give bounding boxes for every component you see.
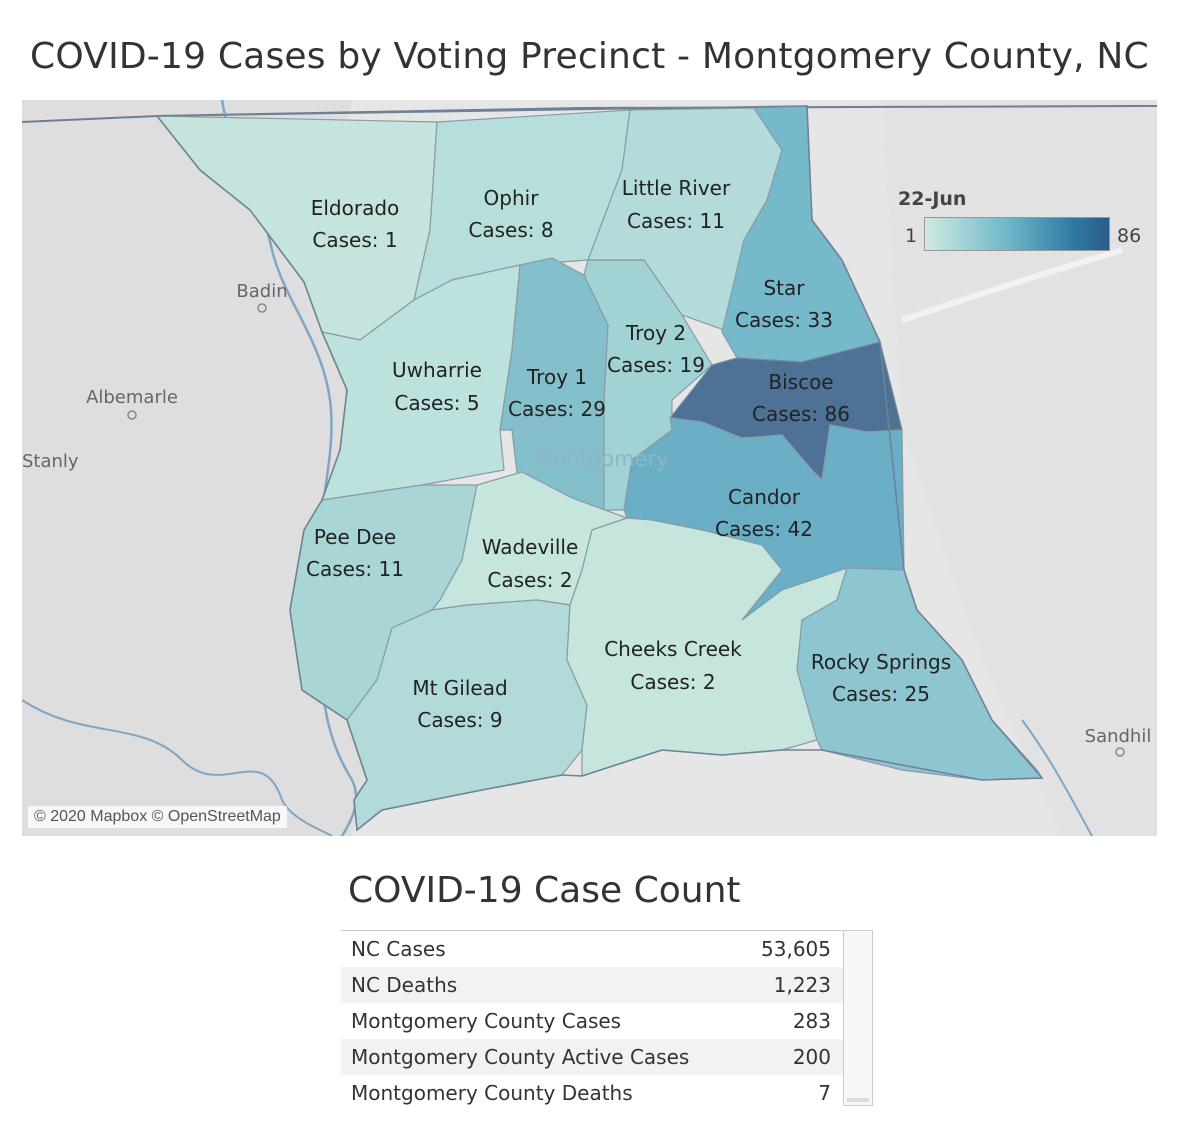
- table-row: Montgomery County Cases 283: [341, 1003, 843, 1039]
- legend-min: 1: [905, 225, 918, 247]
- precinct-name: Candor: [728, 485, 801, 509]
- precinct-name: Rocky Springs: [811, 650, 951, 674]
- city-label: Albemarle: [86, 387, 178, 408]
- precinct-name: Troy 1: [526, 365, 587, 389]
- precinct-cases: Cases: 5: [394, 391, 479, 415]
- city-label: Sandhil: [1085, 726, 1152, 747]
- precinct-name: Troy 2: [625, 321, 686, 345]
- city-label-stanly: Stanly: [22, 451, 79, 472]
- precinct-cases: Cases: 8: [468, 218, 553, 242]
- legend-title: 22-Jun: [898, 188, 967, 210]
- basemap-road: [901, 247, 1123, 323]
- legend-color-ramp: [924, 217, 1110, 251]
- city-label: Badin: [236, 281, 287, 302]
- precinct-cases: Cases: 1: [312, 228, 397, 252]
- label-eldorado: Eldorado Cases: 1: [311, 196, 400, 252]
- precinct-name: Wadeville: [482, 535, 579, 559]
- precinct-name: Uwharrie: [392, 358, 482, 382]
- row-label: Montgomery County Cases: [351, 1009, 622, 1033]
- label-uwharrie: Uwharrie Cases: 5: [392, 358, 482, 415]
- label-rocky-springs: Rocky Springs Cases: 25: [811, 650, 951, 706]
- table-scrollbar[interactable]: [843, 930, 873, 1106]
- precinct-name: Mt Gilead: [412, 676, 507, 700]
- precinct-cases: Cases: 29: [508, 397, 606, 421]
- city-marker-icon: [127, 410, 137, 420]
- scrollbar-thumb[interactable]: [847, 1098, 869, 1102]
- precinct-name: Star: [763, 276, 805, 300]
- row-value: 200: [792, 1045, 831, 1069]
- label-pee-dee: Pee Dee Cases: 11: [306, 525, 404, 581]
- county-label: Montgomery: [535, 447, 668, 471]
- city-marker-icon: [1115, 747, 1125, 757]
- label-cheeks-creek: Cheeks Creek Cases: 2: [604, 637, 742, 694]
- label-ophir: Ophir Cases: 8: [468, 186, 553, 242]
- precinct-cases: Cases: 86: [752, 402, 850, 426]
- label-wadeville: Wadeville Cases: 2: [482, 535, 579, 592]
- label-star: Star Cases: 33: [735, 276, 833, 332]
- river-rocky: [22, 699, 333, 836]
- label-mt-gilead: Mt Gilead Cases: 9: [412, 676, 507, 732]
- label-little-river: Little River Cases: 11: [622, 176, 731, 233]
- precinct-cases: Cases: 25: [832, 682, 930, 706]
- row-value: 53,605: [761, 937, 831, 961]
- precinct-cases: Cases: 33: [735, 308, 833, 332]
- precinct-map[interactable]: Montgomery Badin Albemarle Stanly Sandhi…: [22, 100, 1157, 836]
- precinct-name: Eldorado: [311, 196, 400, 220]
- label-candor: Candor Cases: 42: [715, 485, 813, 541]
- case-count-table[interactable]: NC Cases 53,605 NC Deaths 1,223 Montgome…: [341, 930, 843, 1107]
- row-label: Montgomery County Active Cases: [351, 1045, 690, 1069]
- label-biscoe: Biscoe Cases: 86: [752, 370, 850, 426]
- row-label: NC Deaths: [351, 973, 458, 997]
- row-value: 283: [792, 1009, 831, 1033]
- case-count-title: COVID-19 Case Count: [348, 870, 741, 911]
- map-svg[interactable]: Montgomery Badin Albemarle Stanly Sandhi…: [22, 100, 1157, 836]
- precinct-name: Little River: [622, 176, 731, 200]
- page-title: COVID-19 Cases by Voting Precinct - Mont…: [30, 36, 1149, 77]
- basemap-terrain-east: [882, 100, 1157, 836]
- precinct-cases: Cases: 9: [417, 708, 502, 732]
- city-badin: Badin: [236, 281, 288, 313]
- precinct-cases: Cases: 42: [715, 517, 813, 541]
- precinct-name: Biscoe: [768, 370, 833, 394]
- label-troy-2: Troy 2 Cases: 19: [607, 321, 705, 377]
- precinct-name: Ophir: [484, 186, 540, 210]
- precinct-name: Pee Dee: [314, 525, 396, 549]
- precinct-name: Cheeks Creek: [604, 637, 742, 661]
- precinct-cases: Cases: 19: [607, 353, 705, 377]
- map-attribution[interactable]: © 2020 Mapbox © OpenStreetMap: [28, 806, 287, 828]
- table-row: Montgomery County Active Cases 200: [341, 1039, 843, 1075]
- table-row: NC Deaths 1,223: [341, 967, 843, 1003]
- precinct-cases: Cases: 2: [630, 670, 715, 694]
- row-label: Montgomery County Deaths: [351, 1081, 633, 1105]
- city-albemarle: Albemarle: [86, 387, 178, 420]
- row-value: 1,223: [773, 973, 831, 997]
- precinct-cases: Cases: 2: [487, 568, 572, 592]
- table-row: Montgomery County Deaths 7: [341, 1075, 843, 1107]
- table-row: NC Cases 53,605: [341, 931, 843, 967]
- legend-max: 86: [1117, 225, 1142, 247]
- row-value: 7: [818, 1081, 831, 1105]
- city-marker-icon: [257, 303, 267, 313]
- label-troy-1: Troy 1 Cases: 29: [508, 365, 606, 421]
- county-outline: [155, 105, 1044, 832]
- row-label: NC Cases: [351, 937, 446, 961]
- precinct-cases: Cases: 11: [627, 209, 725, 233]
- city-sandhil: Sandhil: [1085, 726, 1152, 757]
- river-east: [1021, 719, 1093, 836]
- precinct-cases: Cases: 11: [306, 557, 404, 581]
